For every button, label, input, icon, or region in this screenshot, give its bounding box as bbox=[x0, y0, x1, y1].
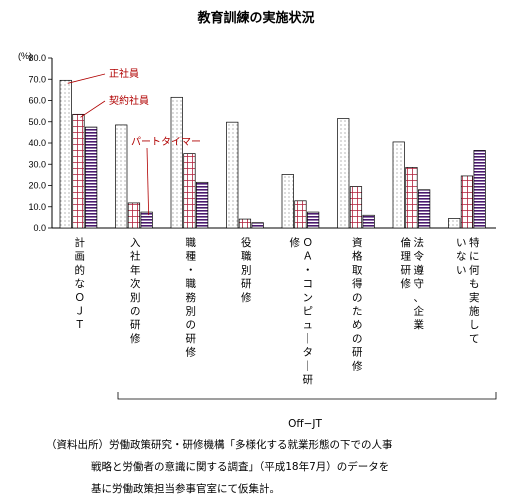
bar-parttime bbox=[473, 150, 486, 229]
y-tick-label: 20.0 bbox=[28, 181, 46, 191]
bar-parttime bbox=[140, 211, 153, 229]
bar-regular bbox=[392, 141, 405, 229]
bar-parttime bbox=[85, 126, 98, 229]
bar-regular bbox=[448, 218, 461, 229]
bar-regular bbox=[337, 118, 350, 229]
bar-contract bbox=[460, 175, 474, 229]
bar-parttime bbox=[251, 222, 264, 229]
y-ticks: 0.0 10.0 20.0 30.0 40.0 50.0 60.0 70.0 80.0 bbox=[28, 53, 52, 233]
bar-parttime bbox=[307, 211, 320, 229]
bar-contract bbox=[238, 218, 252, 229]
source-note-line1: （資料出所）労働政策研究・研修機構「多様化する就業形態の下での人事 bbox=[46, 438, 393, 451]
bar-contract bbox=[72, 113, 85, 229]
y-tick-label: 10.0 bbox=[28, 202, 46, 212]
bar-regular bbox=[226, 121, 239, 229]
bars bbox=[59, 79, 486, 229]
category-label: 役職別研修 bbox=[241, 236, 252, 304]
y-tick-label: 80.0 bbox=[28, 53, 46, 63]
source-note-line2: 戦略と労働者の意識に関する調査」（平成18年7月）のデータを bbox=[91, 460, 389, 473]
y-tick-label: 50.0 bbox=[28, 117, 46, 127]
chart-title: 教育訓練の実施状況 bbox=[196, 10, 314, 26]
y-tick-label: 40.0 bbox=[28, 138, 46, 148]
y-tick-label: 30.0 bbox=[28, 159, 46, 169]
bar-parttime bbox=[362, 214, 375, 229]
category-label: ＯＡ・コンピュ｜タ｜研修 bbox=[290, 236, 314, 386]
y-tick-label: 60.0 bbox=[28, 96, 46, 106]
y-tick-label: 70.0 bbox=[28, 74, 46, 84]
category-label: 職種・職務別の研修 bbox=[186, 237, 197, 359]
bar-regular bbox=[59, 79, 72, 229]
category-label: 計画的なＯＪＴ bbox=[75, 236, 86, 331]
bar-parttime bbox=[418, 189, 431, 229]
y-axis-unit: (%) bbox=[18, 51, 32, 61]
bar-contract bbox=[294, 200, 307, 229]
source-note-line3: 基に労働政策担当参事官室にて仮集計。 bbox=[91, 482, 280, 495]
bar-contract bbox=[183, 153, 196, 229]
bar-contract bbox=[405, 167, 418, 229]
bar-contract bbox=[349, 186, 363, 229]
series-annotation: パートタイマー bbox=[131, 136, 201, 148]
off-jt-bracket bbox=[117, 392, 497, 400]
annotation-leader bbox=[80, 100, 106, 118]
bar-regular bbox=[115, 124, 128, 229]
series-annotation: 正社員 bbox=[109, 67, 139, 80]
category-label: 法令遵守、企業倫理研修 bbox=[401, 236, 425, 331]
bar-contract bbox=[127, 202, 141, 229]
off-jt-label: Off−JT bbox=[288, 418, 322, 430]
series-annotation: 契約社員 bbox=[109, 94, 149, 107]
category-labels: 計画的なＯＪＴ 入社年次別の研修 職種・職務別の研修 役職別研修 ＯＡ・コンピュ｜タ｜研… bbox=[75, 236, 481, 386]
category-label: 入社年次別の研修 bbox=[130, 237, 141, 345]
bar-regular bbox=[170, 96, 183, 229]
bar-regular bbox=[281, 174, 294, 229]
annotation-leader bbox=[67, 73, 106, 84]
category-label: 特に何も実施していない bbox=[456, 237, 480, 345]
y-tick-label: 0.0 bbox=[33, 223, 46, 233]
bar-parttime bbox=[196, 181, 209, 229]
annotation-leader bbox=[146, 147, 150, 216]
category-label: 資格取得のための研修 bbox=[352, 237, 363, 372]
